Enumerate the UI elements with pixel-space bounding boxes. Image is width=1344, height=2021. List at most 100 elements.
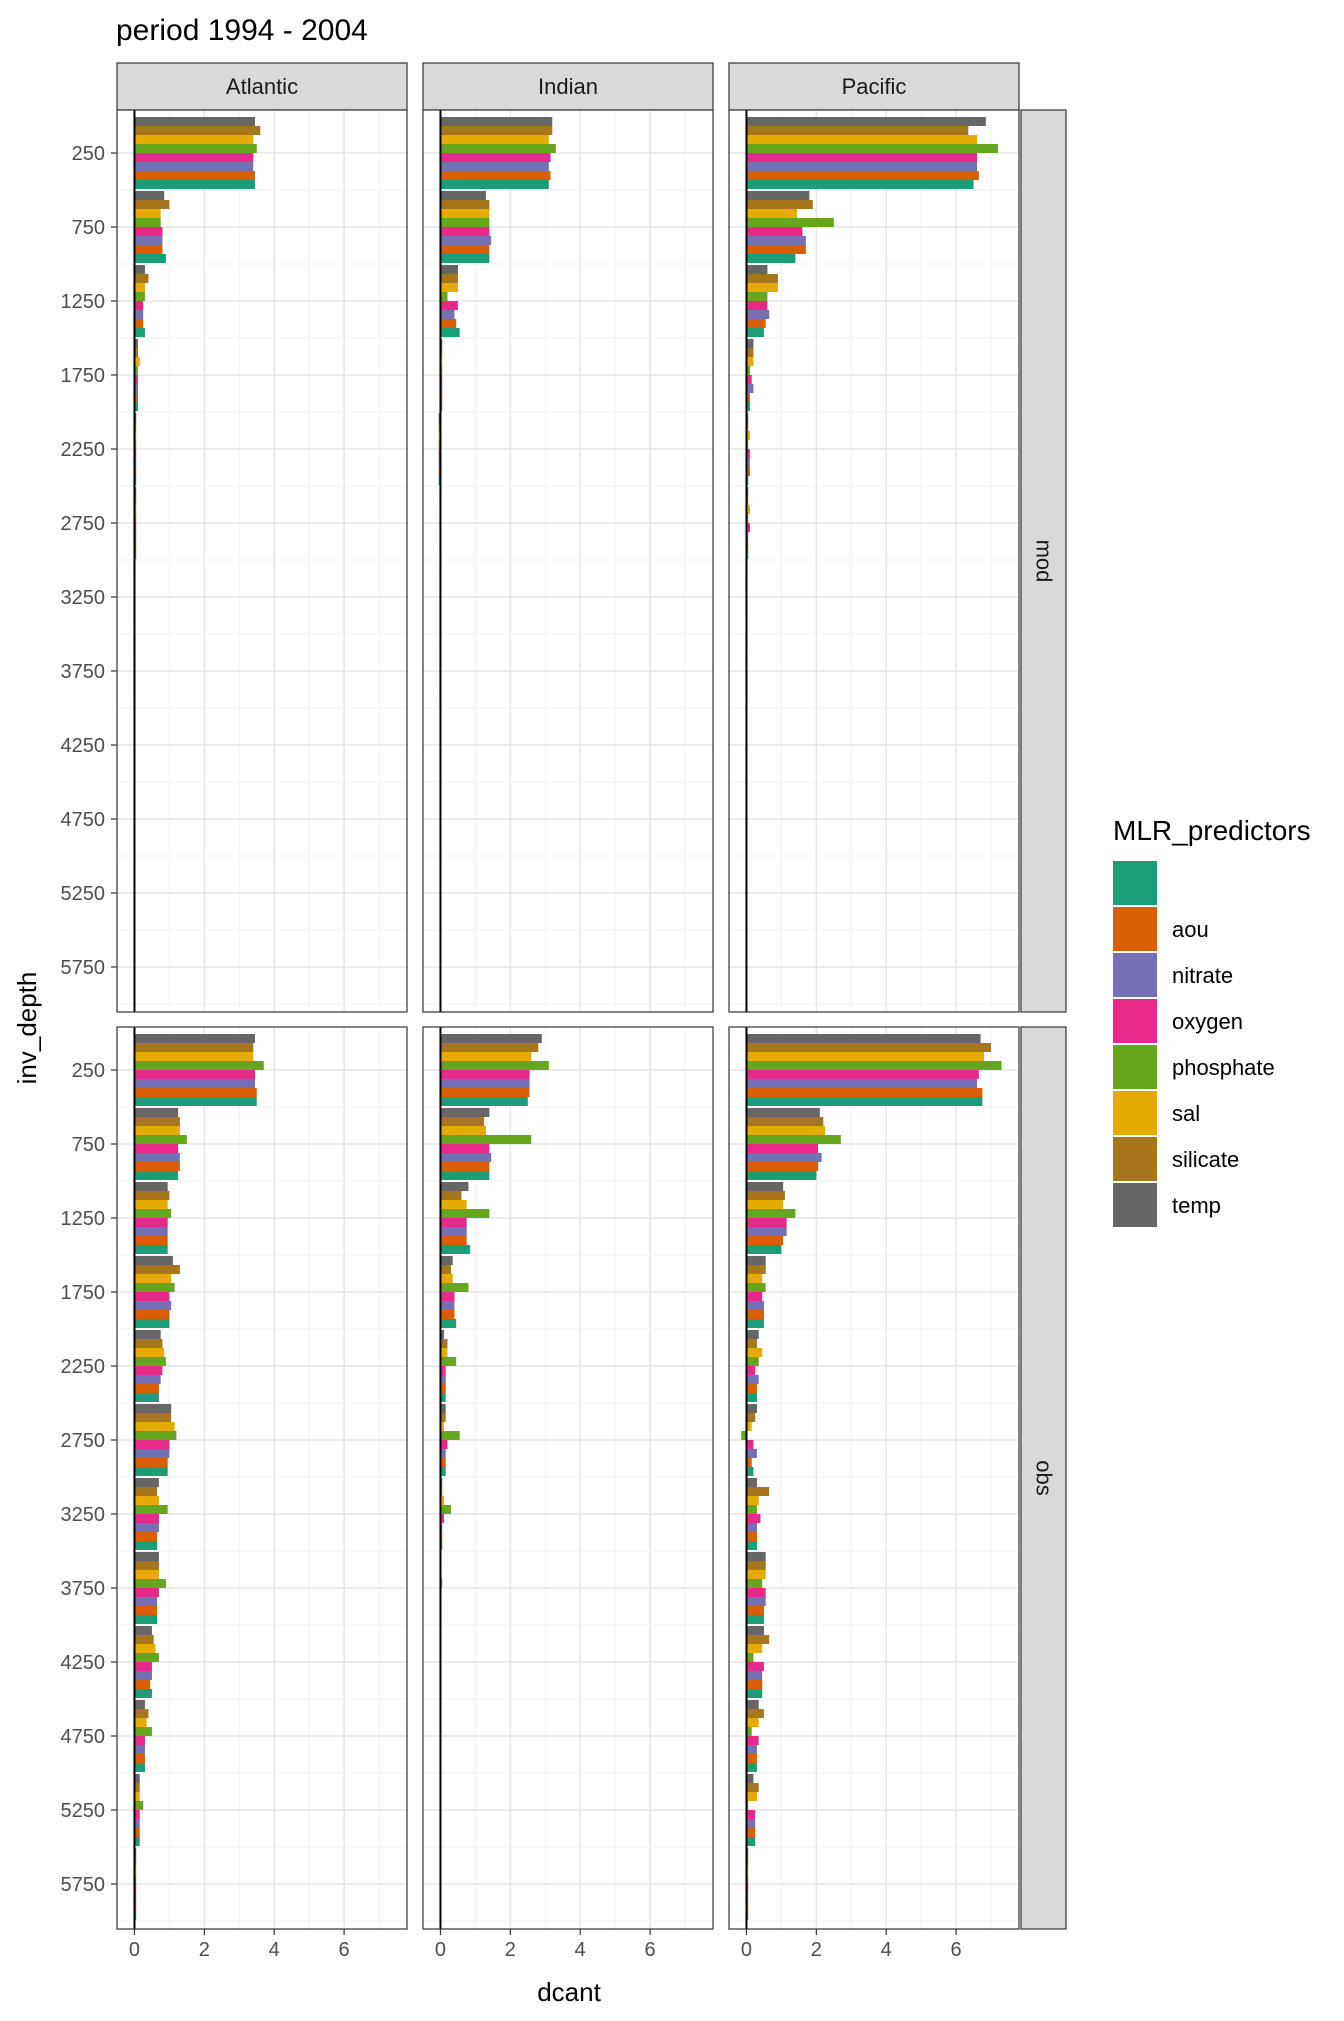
bar [134, 1384, 158, 1393]
bar [440, 1117, 484, 1126]
bar [134, 292, 144, 301]
bar [746, 200, 812, 209]
bar [746, 1792, 756, 1801]
bar [746, 1774, 753, 1783]
y-tick-label: 2750 [61, 513, 106, 535]
bar [746, 1449, 756, 1458]
bar [134, 1117, 179, 1126]
bar [440, 144, 555, 153]
legend-label: silicate [1172, 1147, 1239, 1172]
bar [746, 1626, 763, 1635]
bar [746, 227, 802, 236]
bar [746, 1227, 786, 1236]
panel-atlantic-obs: 2507501250175022502750325037504250475052… [61, 1027, 408, 1961]
bar [746, 1052, 984, 1061]
bar [746, 1283, 765, 1292]
bar [134, 180, 255, 189]
x-tick-label: 2 [811, 1939, 822, 1961]
bar [746, 1487, 769, 1496]
bar [134, 1108, 178, 1117]
bar [440, 1505, 450, 1514]
bar [440, 126, 552, 135]
bar [134, 1182, 167, 1191]
bar [746, 1162, 818, 1171]
bar [746, 1153, 821, 1162]
bar [134, 1245, 167, 1254]
x-tick-label: 4 [269, 1939, 280, 1961]
bar [746, 1615, 763, 1624]
legend-entry: temp [1113, 1183, 1221, 1227]
bar [746, 1514, 760, 1523]
bar [134, 1561, 158, 1570]
bar [746, 265, 767, 274]
bar [134, 1597, 157, 1606]
bar [746, 1709, 763, 1718]
bar [746, 1837, 755, 1846]
legend-entry [1113, 861, 1157, 905]
bar [440, 1209, 489, 1218]
bar [746, 1117, 823, 1126]
bar [746, 191, 809, 200]
bar [746, 1375, 758, 1384]
bar [440, 1245, 470, 1254]
facet-strip-label: Indian [538, 74, 598, 99]
bar [134, 1505, 167, 1514]
legend-label: aou [1172, 917, 1209, 942]
bar [746, 1523, 756, 1532]
bar [746, 1319, 763, 1328]
bar [440, 1034, 541, 1043]
bar [134, 1274, 171, 1283]
bar [134, 1496, 158, 1505]
y-axis-title: inv_depth [12, 972, 42, 1085]
bar [746, 1606, 763, 1615]
bar [440, 209, 489, 218]
legend-key [1113, 1045, 1157, 1089]
bar [746, 117, 985, 126]
panel-atlantic-mod: 2507501250175022502750325037504250475052… [61, 110, 408, 1012]
bar [134, 227, 162, 236]
bar [134, 1256, 172, 1265]
bar [440, 1144, 489, 1153]
legend-key [1113, 1091, 1157, 1135]
facet-strip-indian: Indian [423, 63, 713, 110]
bar [746, 1819, 755, 1828]
y-tick-label: 3250 [61, 587, 106, 609]
legend-label: oxygen [1172, 1009, 1243, 1034]
bar [746, 1689, 762, 1698]
bar [440, 1043, 538, 1052]
bar [746, 1541, 756, 1550]
bar [134, 1763, 144, 1772]
bar [746, 1635, 769, 1644]
bar [440, 1265, 450, 1274]
bar [134, 265, 144, 274]
legend-label: nitrate [1172, 963, 1233, 988]
bar [440, 1440, 447, 1449]
legend-entry: silicate [1113, 1137, 1239, 1181]
bar [746, 1552, 765, 1561]
bar [134, 1135, 186, 1144]
bar [134, 1144, 178, 1153]
bar [746, 1182, 783, 1191]
bar [134, 218, 160, 227]
bar [440, 153, 550, 162]
facet-strip-label: obs [1032, 1460, 1057, 1495]
bar [746, 1274, 762, 1283]
legend-key [1113, 1183, 1157, 1227]
bar [440, 1079, 529, 1088]
bar [134, 1431, 176, 1440]
y-tick-label: 5250 [61, 1800, 106, 1822]
y-tick-label: 3250 [61, 1504, 106, 1526]
bar [134, 1588, 158, 1597]
bar [440, 200, 489, 209]
y-tick-label: 2750 [61, 1430, 106, 1452]
bar [746, 144, 998, 153]
legend: MLR_predictors aounitrateoxygenphosphate… [1113, 815, 1311, 1227]
bar [134, 319, 143, 328]
bar [134, 1579, 165, 1588]
bar [746, 1597, 765, 1606]
bar [134, 1514, 158, 1523]
bar [746, 1070, 978, 1079]
x-tick-label: 6 [339, 1939, 350, 1961]
